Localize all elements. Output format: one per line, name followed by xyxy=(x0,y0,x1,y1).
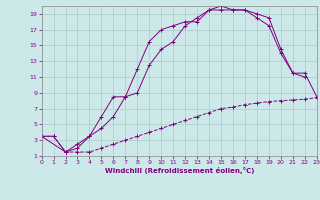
X-axis label: Windchill (Refroidissement éolien,°C): Windchill (Refroidissement éolien,°C) xyxy=(105,167,254,174)
